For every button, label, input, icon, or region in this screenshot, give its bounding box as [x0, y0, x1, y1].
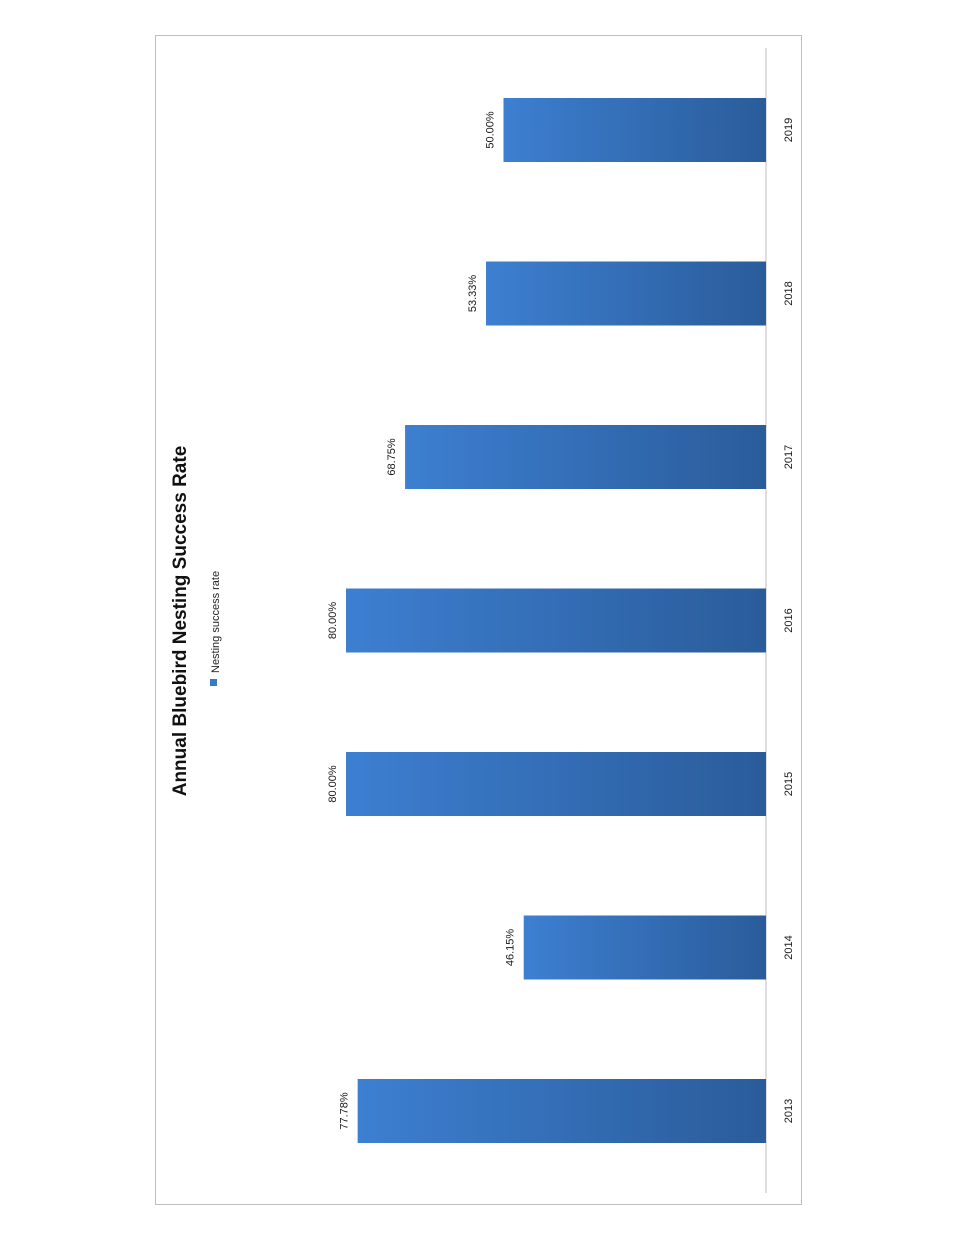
category-tick-2014: 2014	[783, 935, 795, 959]
bar-2017	[405, 425, 766, 489]
bar-2018	[486, 261, 766, 326]
category-tick-2016: 2016	[783, 608, 795, 632]
data-label-2014: 46.15%	[505, 929, 517, 967]
chart-marks: 77.78% 2013 46.15% 2014 80.00% 2015 80.00% 2016…	[327, 98, 795, 1143]
bar-2013	[357, 1079, 766, 1143]
category-tick-2015: 2015	[783, 772, 795, 796]
data-label-2017: 68.75%	[386, 438, 398, 476]
data-label-2013: 77.78%	[339, 1092, 351, 1130]
category-tick-2018: 2018	[783, 281, 795, 305]
bar-2016	[346, 588, 766, 653]
category-tick-2017: 2017	[783, 445, 795, 469]
data-label-2019: 50.00%	[485, 111, 497, 149]
legend-swatch	[210, 679, 217, 686]
chart-title: Annual Bluebird Nesting Success Rate	[170, 446, 191, 797]
legend-label: Nesting success rate	[210, 571, 222, 673]
data-label-2016: 80.00%	[327, 602, 339, 640]
data-label-2018: 53.33%	[467, 275, 479, 313]
bar-2019	[503, 98, 766, 162]
category-tick-2019: 2019	[783, 118, 795, 142]
data-label-2015: 80.00%	[327, 765, 339, 803]
bar-2014	[523, 915, 766, 980]
bar-2015	[346, 752, 766, 816]
category-tick-2013: 2013	[783, 1099, 795, 1123]
